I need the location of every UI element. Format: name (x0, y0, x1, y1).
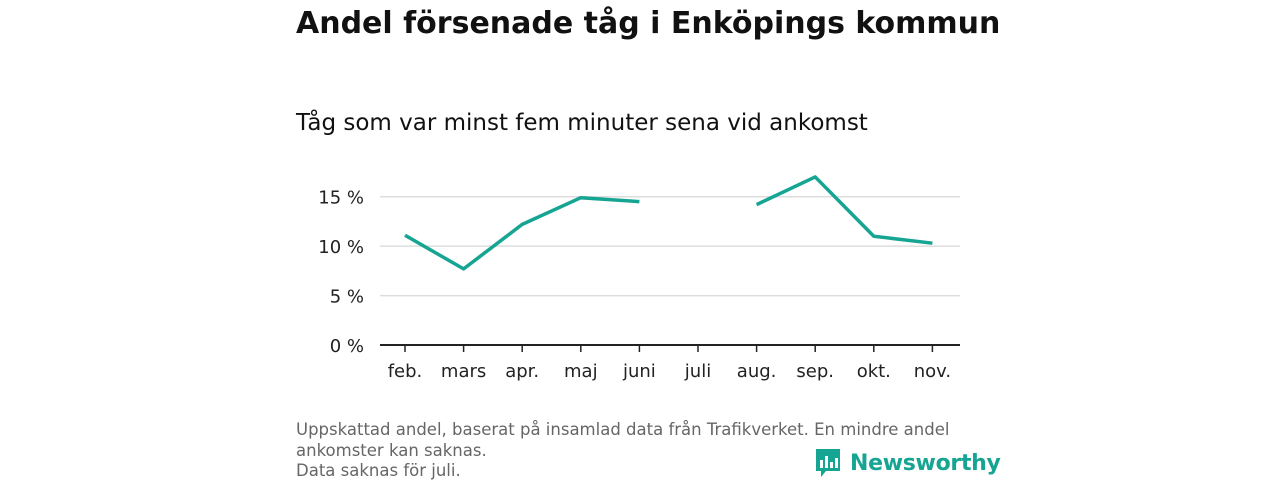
chart-subtitle: Tåg som var minst fem minuter sena vid a… (296, 110, 868, 136)
newsworthy-logo-icon (816, 449, 840, 477)
y-tick-label: 0 % (330, 336, 364, 357)
line-chart: 0 % 5 % 10 % 15 % feb. mars apr. maj juni juli aug… (318, 175, 960, 382)
x-tick-label: feb. (388, 361, 423, 382)
chart-title: Andel försenade tåg i Enköpings kommun (296, 6, 1001, 41)
x-tick-label: sep. (796, 361, 834, 382)
x-tick-label: juli (684, 361, 711, 382)
x-tick-label: mars (441, 361, 486, 382)
newsworthy-logo: Newsworthy (814, 447, 1001, 479)
footnote-line: Uppskattad andel, baserat på insamlad da… (296, 420, 950, 439)
x-tick-label: maj (564, 361, 598, 382)
x-tick-label: okt. (857, 361, 891, 382)
newsworthy-logo-text: Newsworthy (850, 450, 1001, 476)
x-tick-label: apr. (505, 361, 539, 382)
footnote-line: Data saknas för juli. (296, 461, 461, 480)
x-tick-label: aug. (737, 361, 777, 382)
series-line (755, 175, 933, 245)
y-tick-label: 15 % (318, 188, 364, 209)
footnote: Uppskattad andel, baserat på insamlad da… (296, 420, 996, 482)
x-tick-label: juni (622, 361, 656, 382)
y-tick-label: 10 % (318, 237, 364, 258)
series-line (404, 195, 640, 271)
footnote-line: ankomster kan saknas. (296, 440, 487, 460)
x-tick-label: nov. (914, 361, 951, 382)
y-tick-label: 5 % (330, 287, 364, 308)
